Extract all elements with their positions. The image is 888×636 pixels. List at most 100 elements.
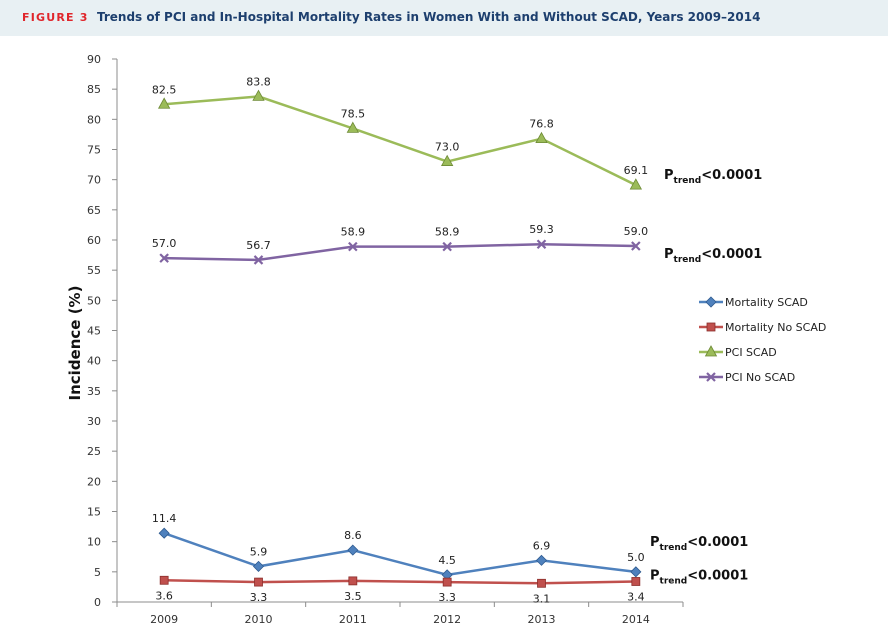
data-label: 3.4 (627, 590, 645, 603)
y-tick-label: 85 (87, 83, 101, 96)
y-tick-label: 65 (87, 204, 101, 217)
y-tick-label: 45 (87, 325, 101, 338)
data-point (706, 322, 716, 332)
data-label: 78.5 (341, 107, 366, 120)
y-tick-label: 80 (87, 113, 101, 126)
y-tick-label: 50 (87, 294, 101, 307)
chart-axes: 0 5 10 15 20 25 30 35 40 45 50 55 60 65 70 75 80 85 90 2009… (66, 53, 684, 626)
y-tick-label: 15 (87, 506, 101, 519)
data-label: 3.1 (533, 592, 551, 605)
series-pci-no-scad: 57.0 56.7 58.9 58.9 59.3 59.0 (152, 223, 649, 265)
data-point (159, 253, 169, 263)
y-tick-label: 40 (87, 355, 101, 368)
data-label: 56.7 (246, 239, 271, 252)
data-point (346, 121, 360, 133)
data-point (536, 239, 547, 250)
data-label: 3.3 (250, 591, 268, 604)
data-label: 3.5 (344, 590, 362, 603)
data-point (348, 241, 358, 252)
figure-label: FIGURE 3 (22, 11, 89, 24)
data-point (705, 296, 717, 308)
data-label: 8.6 (344, 529, 362, 542)
data-point (704, 345, 718, 357)
data-label: 59.3 (529, 223, 554, 236)
data-label: 76.8 (529, 118, 554, 131)
series-layer: 11.4 5.9 8.6 4.5 6.9 5.0 3.6 3.3 3.5 3.3 3.1 3.4 82.… (152, 75, 648, 605)
data-point (630, 566, 642, 578)
data-label: 58.9 (341, 226, 366, 239)
series-line (164, 95, 637, 187)
data-label: 58.9 (435, 226, 460, 239)
data-point (629, 178, 643, 190)
data-point (159, 575, 169, 585)
legend: Mortality SCAD Mortality No SCAD PCI SCAD P… (699, 296, 826, 384)
x-tick-label: 2010 (245, 613, 273, 626)
y-tick-label: 90 (87, 53, 101, 66)
legend-item: PCI SCAD (699, 345, 777, 359)
figure-title: Trends of PCI and In-Hospital Mortality … (97, 10, 761, 24)
data-point (631, 577, 641, 586)
p-trend-annotation: Ptrend<0.0001 (650, 535, 748, 553)
legend-label: PCI SCAD (725, 346, 777, 359)
legend-label: Mortality SCAD (725, 296, 808, 309)
data-point (254, 577, 263, 587)
data-label: 3.6 (155, 589, 173, 602)
y-tick-label: 55 (87, 264, 101, 277)
data-label: 57.0 (152, 237, 177, 250)
data-label: 82.5 (152, 83, 177, 96)
data-label: 59.0 (624, 225, 649, 238)
data-label: 69.1 (624, 164, 649, 177)
y-tick-label: 5 (94, 566, 101, 579)
y-tick-label: 0 (94, 596, 101, 609)
legend-item: Mortality No SCAD (699, 321, 826, 334)
data-point (440, 154, 454, 166)
data-label: 73.0 (435, 141, 460, 154)
series-mortality-no-scad: 3.6 3.3 3.5 3.3 3.1 3.4 (155, 575, 645, 605)
data-point (252, 560, 265, 572)
data-point (347, 544, 359, 556)
x-tick-label: 2009 (150, 613, 178, 626)
y-tick-label: 25 (87, 445, 101, 458)
x-tick-label: 2014 (622, 613, 650, 626)
data-label: 83.8 (246, 75, 271, 88)
data-point (442, 577, 452, 587)
data-point (535, 554, 548, 566)
data-label: 5.0 (627, 551, 645, 564)
data-point (442, 241, 452, 252)
y-tick-label: 75 (87, 144, 101, 157)
data-label: 6.9 (533, 539, 551, 552)
annotations: Ptrend<0.0001 Ptrend<0.0001 Ptrend<0.0001 P… (650, 168, 762, 586)
data-point (537, 578, 546, 588)
x-tick-label: 2013 (528, 613, 556, 626)
legend-item: PCI No SCAD (699, 371, 795, 384)
p-trend-annotation: Ptrend<0.0001 (664, 247, 762, 265)
y-tick-label: 30 (87, 415, 101, 428)
y-tick-label: 10 (87, 536, 101, 549)
y-tick-label: 20 (87, 475, 101, 488)
x-tick-label: 2012 (433, 613, 461, 626)
series-line (163, 532, 636, 577)
p-trend-annotation: Ptrend<0.0001 (664, 168, 762, 186)
data-point (348, 576, 358, 586)
x-tick-label: 2011 (339, 613, 367, 626)
p-trend-annotation: Ptrend<0.0001 (650, 568, 748, 586)
data-label: 11.4 (152, 512, 177, 525)
series-pci-scad: 82.5 83.8 78.5 73.0 76.8 69.1 (152, 75, 649, 190)
y-axis-label: Incidence (%) (66, 286, 84, 401)
data-point (252, 89, 265, 101)
series-line (164, 579, 636, 585)
data-point (535, 131, 548, 144)
y-tick-label: 70 (87, 174, 101, 187)
data-point (157, 97, 171, 109)
data-label: 3.3 (438, 591, 456, 604)
legend-label: Mortality No SCAD (725, 321, 826, 334)
data-point (706, 372, 716, 382)
series-mortality-scad: 11.4 5.9 8.6 4.5 6.9 5.0 (152, 512, 645, 581)
data-label: 5.9 (250, 545, 268, 558)
data-point (158, 527, 170, 539)
series-line (164, 242, 636, 262)
data-label: 4.5 (438, 554, 456, 567)
data-point (631, 241, 641, 251)
figure-header: FIGURE 3 Trends of PCI and In-Hospital M… (0, 0, 888, 36)
